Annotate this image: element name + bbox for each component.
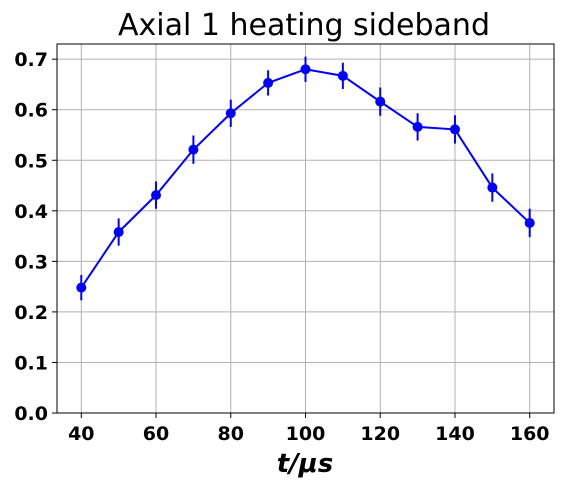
plot-frame xyxy=(56,43,555,414)
data-point xyxy=(337,70,348,81)
x-tick-label: 120 xyxy=(360,423,400,445)
y-tick-label: 0.7 xyxy=(14,49,48,71)
data-point xyxy=(263,77,274,88)
data-point xyxy=(375,96,386,107)
data-point xyxy=(151,190,162,201)
x-tick-label: 40 xyxy=(68,423,94,445)
x-tick-label: 140 xyxy=(435,423,475,445)
data-point xyxy=(76,282,87,293)
y-tick-label: 0.0 xyxy=(14,403,48,425)
x-tick-label: 60 xyxy=(143,423,169,445)
data-point xyxy=(188,144,199,155)
data-point xyxy=(113,227,124,238)
y-axis-ticks: 0.0 0.1 0.2 0.3 0.4 0.5 0.6 0.7 xyxy=(14,49,57,425)
y-tick-label: 0.5 xyxy=(14,150,48,172)
x-tick-label: 160 xyxy=(510,423,550,445)
data-point xyxy=(487,182,498,193)
x-axis-ticks: 40 60 80 100 120 140 160 xyxy=(68,413,550,445)
x-axis-label: t/μs xyxy=(277,449,334,479)
data-point xyxy=(225,108,236,119)
data-series xyxy=(76,56,535,301)
y-tick-label: 0.6 xyxy=(14,100,48,122)
y-tick-label: 0.4 xyxy=(14,201,48,223)
data-point xyxy=(449,124,460,135)
x-tick-label: 80 xyxy=(218,423,244,445)
y-tick-label: 0.2 xyxy=(14,302,48,324)
data-point xyxy=(412,121,423,132)
y-tick-label: 0.1 xyxy=(14,352,48,374)
data-point xyxy=(300,64,311,75)
y-tick-label: 0.3 xyxy=(14,251,48,273)
grid xyxy=(57,44,554,414)
data-point xyxy=(524,217,535,228)
chart-title: Axial 1 heating sideband xyxy=(118,8,490,43)
x-tick-label: 100 xyxy=(286,423,326,445)
